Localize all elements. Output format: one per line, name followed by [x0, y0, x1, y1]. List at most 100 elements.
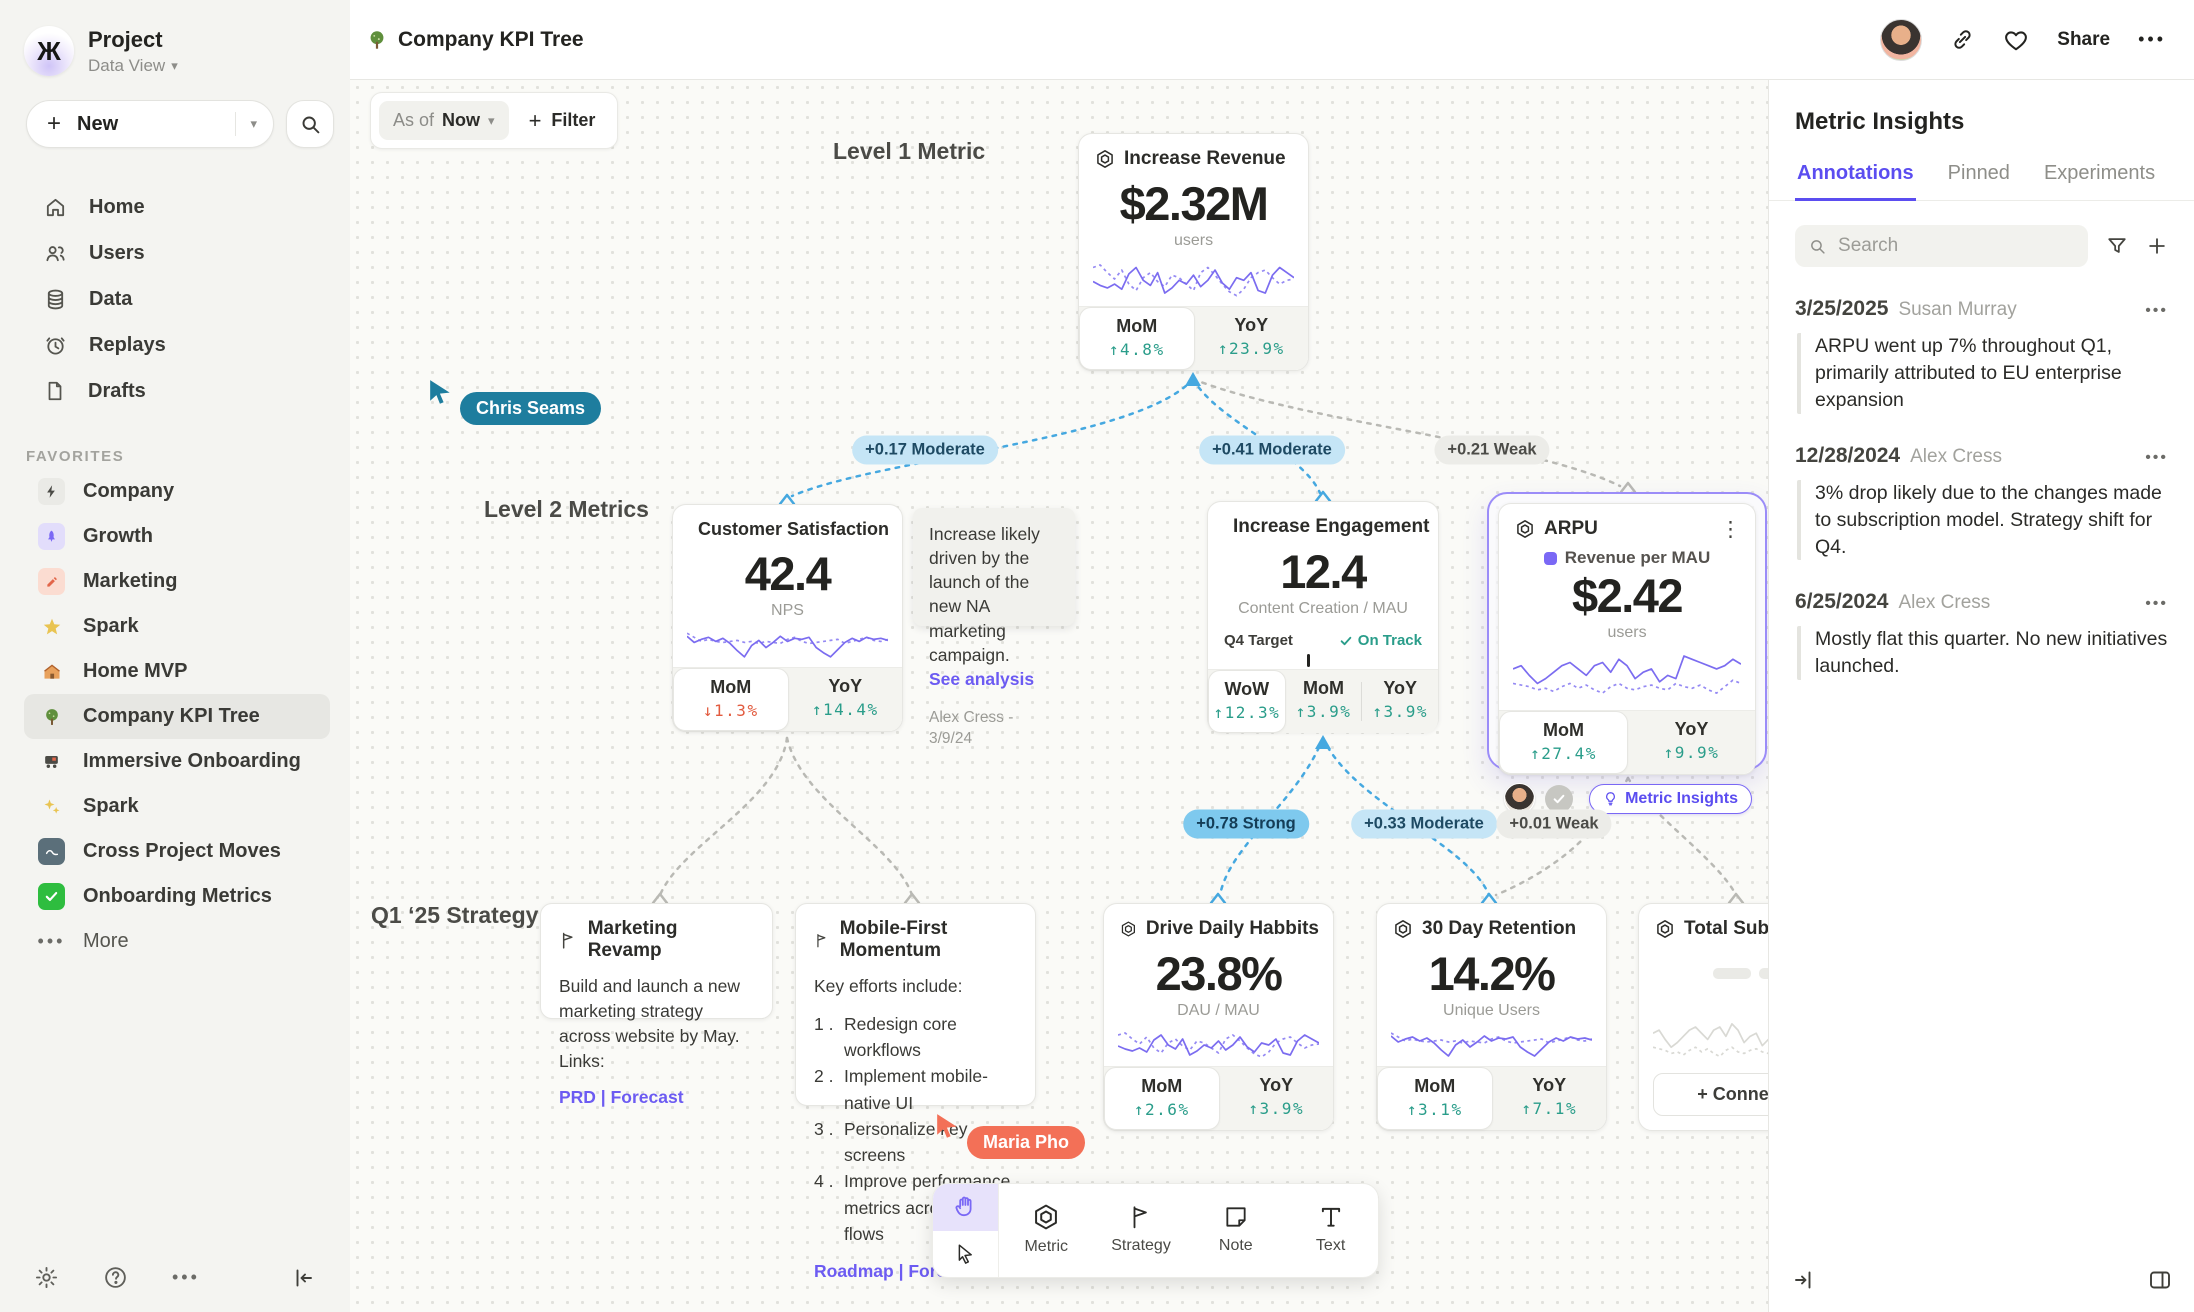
sparkline-chart	[1093, 256, 1294, 302]
series-legend: Revenue per MAU	[1499, 548, 1755, 568]
share-button[interactable]: Share	[2057, 28, 2111, 50]
help-icon[interactable]	[103, 1265, 128, 1290]
strategy-links[interactable]: PRD | Forecast	[559, 1087, 684, 1108]
tab-annotations[interactable]: Annotations	[1795, 158, 1916, 201]
sidebar-item-replays[interactable]: Replays	[0, 322, 350, 368]
correlation-pill[interactable]: +0.01 Weak	[1496, 809, 1612, 839]
filter-funnel-icon[interactable]	[2106, 235, 2128, 257]
stat-wow[interactable]: WoW ↑12.3%	[1208, 670, 1286, 733]
favorite-cross-project-moves[interactable]: Cross Project Moves	[24, 829, 330, 874]
favorite-company[interactable]: Company	[24, 469, 330, 514]
correlation-pill[interactable]: +0.33 Moderate	[1351, 809, 1497, 839]
collapse-panel-icon[interactable]	[1791, 1268, 1815, 1292]
stat-yoy[interactable]: YoY ↑9.9%	[1663, 719, 1720, 762]
metric-insights-button[interactable]: Metric Insights	[1589, 783, 1752, 814]
add-filter-button[interactable]: + Filter	[528, 107, 596, 133]
strategy-card-marketing-revamp[interactable]: Marketing Revamp Build and launch a new …	[540, 903, 773, 1107]
favorite-growth[interactable]: Growth	[24, 514, 330, 559]
section-label-level1: Level 1 Metric	[833, 138, 986, 164]
settings-gear-icon[interactable]	[34, 1265, 59, 1290]
panel-layout-icon[interactable]	[2148, 1268, 2172, 1292]
on-track-status: On Track	[1339, 632, 1422, 649]
metric-card-increase-engagement[interactable]: Increase Engagement 12.4 Content Creatio…	[1207, 501, 1439, 733]
stat-mom[interactable]: MoM ↑3.1%	[1377, 1067, 1493, 1130]
search-input[interactable]	[1836, 234, 2074, 258]
user-avatar[interactable]	[1880, 18, 1923, 61]
favorite-spark-2[interactable]: Spark	[24, 784, 330, 829]
annotation-menu-icon[interactable]: •••	[2145, 302, 2168, 319]
correlation-pill[interactable]: +0.78 Strong	[1183, 809, 1309, 839]
tab-experiments[interactable]: Experiments	[2043, 162, 2156, 184]
tool-strategy[interactable]: Strategy	[1094, 1184, 1189, 1277]
metric-unit: users	[1607, 624, 1647, 641]
annotation-menu-icon[interactable]: •••	[2145, 595, 2168, 613]
page-more-icon[interactable]: •••	[2138, 29, 2166, 49]
metric-value: $2.32M	[1119, 177, 1269, 230]
stat-mom[interactable]: MoM ↑4.8%	[1079, 307, 1195, 370]
strategy-card-mobile-first[interactable]: Mobile-First Momentum Key efforts includ…	[795, 903, 1036, 1281]
add-annotation-icon[interactable]	[2146, 235, 2168, 257]
card-menu-icon[interactable]: ⋮	[1720, 517, 1741, 541]
stat-mom[interactable]: MoM ↑3.9%	[1295, 678, 1352, 721]
panel-title: Metric Insights	[1795, 108, 1965, 135]
more-options-icon[interactable]: •••	[172, 1267, 200, 1287]
metric-hexagon-icon	[1035, 1204, 1058, 1230]
as-of-dropdown[interactable]: As of Now ▾	[379, 101, 509, 140]
stat-yoy[interactable]: YoY ↑7.1%	[1521, 1075, 1578, 1118]
sidebar-item-users[interactable]: Users	[0, 230, 350, 276]
annotation-item[interactable]: 12/28/2024 Alex Cress ••• 3% drop likely…	[1769, 414, 2194, 561]
metric-card-customer-satisfaction[interactable]: Customer Satisfaction 42.4 NPS MoM ↓1.3% …	[672, 504, 903, 732]
kpi-tree-canvas[interactable]: As of Now ▾ + Filter Level 1 Metric Leve…	[350, 80, 1768, 1312]
collapse-sidebar-icon[interactable]	[292, 1266, 316, 1290]
correlation-pill[interactable]: +0.21 Weak	[1434, 435, 1550, 465]
stat-yoy[interactable]: YoY ↑23.9%	[1217, 315, 1285, 358]
list-item: Redesign core workflows	[814, 1011, 957, 1061]
see-analysis-link[interactable]: See analysis	[929, 668, 1035, 689]
metric-card-30-day-retention[interactable]: 30 Day Retention 14.2% Unique Users MoM ↑…	[1376, 903, 1607, 1131]
tab-pinned[interactable]: Pinned	[1947, 162, 2010, 184]
stat-yoy[interactable]: YoY ↑14.4%	[811, 676, 879, 719]
hand-tool[interactable]	[933, 1184, 998, 1231]
sidebar-item-drafts[interactable]: Drafts	[0, 368, 350, 414]
annotation-item[interactable]: 6/25/2024 Alex Cress ••• Mostly flat thi…	[1769, 560, 2194, 681]
tool-metric[interactable]: Metric	[999, 1184, 1094, 1277]
correlation-pill[interactable]: +0.41 Moderate	[1199, 435, 1345, 465]
favorite-onboarding-metrics[interactable]: Onboarding Metrics	[24, 874, 330, 919]
annotation-item[interactable]: 3/25/2025 Susan Murray ••• ARPU went up …	[1769, 267, 2194, 414]
workspace-selector[interactable]: Data View ▾	[88, 55, 178, 75]
stat-mom[interactable]: MoM ↑27.4%	[1499, 711, 1628, 774]
favorite-company-kpi-tree[interactable]: Company KPI Tree	[24, 694, 330, 739]
stat-mom[interactable]: MoM ↑2.6%	[1104, 1067, 1220, 1130]
annotations-search[interactable]	[1795, 225, 2088, 267]
metric-card-total-subscriptions[interactable]: Total Subscript + Connec	[1638, 903, 1768, 1131]
sidebar-item-data[interactable]: Data	[0, 276, 350, 322]
annotation-note-card[interactable]: Increase likely driven by the launch of …	[913, 508, 1075, 747]
strategy-intro: Key efforts include:	[814, 976, 963, 996]
sidebar-item-home[interactable]: Home	[0, 184, 350, 230]
favorite-marketing[interactable]: Marketing	[24, 559, 330, 604]
annotation-menu-icon[interactable]: •••	[2145, 448, 2168, 466]
annotation-date: 3/25/2025	[1795, 297, 1889, 320]
favorite-immersive-onboarding[interactable]: Immersive Onboarding	[24, 739, 330, 784]
favorite-home-mvp[interactable]: Home MVP	[24, 649, 330, 694]
metric-unit: Unique Users	[1443, 1002, 1540, 1019]
new-button[interactable]: + New ▾	[26, 100, 274, 148]
tool-text[interactable]: Text	[1283, 1184, 1378, 1277]
favorite-heart-icon[interactable]	[2003, 27, 2029, 53]
copy-link-icon[interactable]	[1950, 27, 1975, 52]
correlation-pill[interactable]: +0.17 Moderate	[852, 435, 998, 465]
metric-card-drive-daily-habits[interactable]: Drive Daily Habbits 23.8% DAU / MAU MoM ↑…	[1103, 903, 1334, 1131]
favorites-more[interactable]: ••• More	[24, 919, 330, 964]
favorite-spark[interactable]: Spark	[24, 604, 330, 649]
stat-yoy[interactable]: YoY ↑3.9%	[1372, 678, 1429, 721]
stat-mom[interactable]: MoM ↓1.3%	[673, 668, 789, 731]
stat-yoy[interactable]: YoY ↑3.9%	[1248, 1075, 1305, 1118]
canvas-filter-bar: As of Now ▾ + Filter	[370, 92, 619, 149]
select-tool[interactable]	[933, 1231, 998, 1278]
search-button[interactable]	[286, 100, 334, 148]
tool-note[interactable]: Note	[1188, 1184, 1283, 1277]
metric-card-arpu-selected[interactable]: ARPU ⋮ Revenue per MAU $2.42 users MoM ↑2…	[1487, 492, 1767, 814]
connect-data-button[interactable]: + Connec	[1653, 1073, 1768, 1116]
metric-card-increase-revenue[interactable]: Increase Revenue $2.32M users MoM ↑4.8% Y…	[1078, 133, 1309, 371]
project-switcher[interactable]: Ж Project Data View ▾	[0, 0, 350, 76]
